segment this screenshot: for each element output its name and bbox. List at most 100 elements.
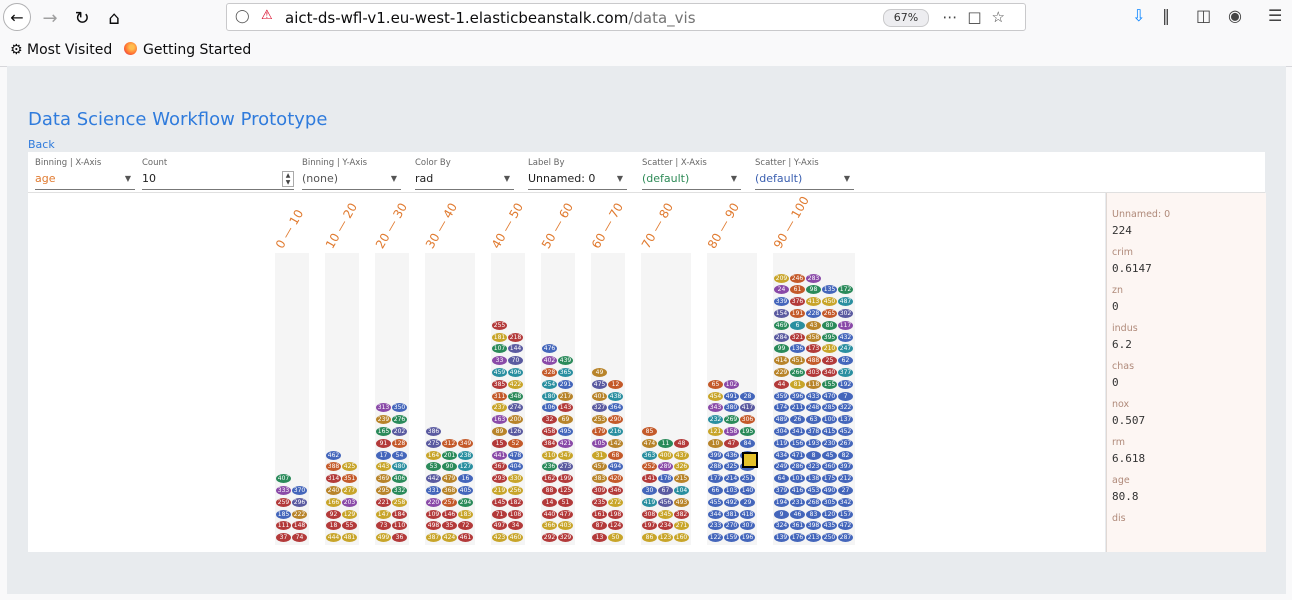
menu-icon[interactable]: ☰	[1268, 6, 1283, 25]
data-point[interactable]: 37	[276, 533, 291, 543]
data-point[interactable]: 24	[774, 285, 789, 295]
data-point[interactable]: 106	[542, 403, 557, 413]
data-point[interactable]: 401	[592, 391, 607, 401]
data-point[interactable]: 10	[708, 438, 723, 448]
data-point[interactable]: 274	[508, 403, 523, 413]
reload-icon[interactable]: ↻	[74, 7, 90, 29]
data-point[interactable]: 497	[492, 521, 507, 531]
data-point[interactable]: 459	[492, 368, 507, 377]
data-point[interactable]: 183	[458, 509, 473, 519]
data-point[interactable]: 400	[658, 450, 673, 460]
data-point[interactable]: 89	[492, 427, 507, 436]
data-point[interactable]: 193	[806, 438, 821, 448]
data-point[interactable]: 470	[822, 391, 837, 401]
data-point[interactable]: 47	[724, 438, 739, 448]
binning-y-select[interactable]: Binning | Y-Axis (none) ▼	[302, 158, 401, 190]
data-point[interactable]: 406	[392, 474, 407, 484]
data-point[interactable]: 182	[508, 497, 523, 507]
label-by-select[interactable]: Label By Unnamed: 0 ▼	[528, 158, 627, 190]
data-point[interactable]: 86	[642, 533, 657, 543]
data-point[interactable]: 349	[458, 438, 473, 448]
data-point[interactable]: 104	[674, 486, 689, 495]
data-point[interactable]: 50	[608, 533, 623, 543]
data-point[interactable]: 351	[342, 474, 357, 484]
data-point[interactable]: 180	[542, 391, 557, 401]
data-point[interactable]: 480	[392, 462, 407, 472]
data-point[interactable]: 148	[292, 521, 307, 531]
data-point[interactable]: 424	[442, 533, 457, 543]
data-point[interactable]: 135	[822, 285, 837, 295]
data-point[interactable]: 18	[326, 521, 341, 531]
data-point[interactable]: 439	[558, 356, 573, 366]
data-point[interactable]: 443	[376, 462, 391, 472]
data-point[interactable]: 331	[426, 486, 441, 495]
data-point[interactable]: 35	[442, 521, 457, 531]
data-point[interactable]: 314	[326, 474, 341, 484]
data-point[interactable]: 343	[708, 403, 723, 413]
data-point[interactable]: 253	[592, 415, 607, 425]
data-point[interactable]: 201	[442, 450, 457, 460]
data-point[interactable]: 159	[724, 533, 739, 543]
data-point[interactable]: 123	[658, 533, 673, 543]
data-point[interactable]: 403	[558, 521, 573, 531]
data-point[interactable]: 48	[674, 438, 689, 448]
data-point[interactable]: 417	[740, 403, 755, 413]
data-point[interactable]: 313	[376, 403, 391, 413]
scatter-x-select[interactable]: Scatter | X-Axis (default) ▼	[642, 158, 741, 190]
data-point[interactable]: 46	[790, 509, 805, 519]
data-point[interactable]: 359	[774, 391, 789, 401]
data-point[interactable]: 324	[774, 521, 789, 531]
data-point[interactable]: 306	[740, 415, 755, 425]
data-point[interactable]: 458	[542, 427, 557, 436]
url-bar[interactable]: ◯ ⚠ aict-ds-wfl-v1.eu-west-1.elasticbean…	[226, 3, 1026, 31]
data-point[interactable]: 332	[392, 486, 407, 495]
data-point[interactable]: 200	[508, 415, 523, 425]
data-point[interactable]: 129	[342, 509, 357, 519]
data-point[interactable]: 147	[376, 509, 391, 519]
data-point[interactable]: 90	[442, 462, 457, 472]
data-point[interactable]: 84	[740, 438, 755, 448]
data-point[interactable]: 395	[822, 332, 837, 342]
home-icon[interactable]: ⌂	[108, 7, 120, 29]
data-point[interactable]: 143	[558, 403, 573, 413]
data-point[interactable]: 291	[558, 379, 573, 389]
data-point[interactable]: 433	[806, 391, 821, 401]
data-point[interactable]: 212	[838, 474, 853, 484]
data-point[interactable]: 14	[542, 497, 557, 507]
data-point[interactable]: 440	[542, 509, 557, 519]
data-point[interactable]: 381	[724, 509, 739, 519]
data-point[interactable]: 240	[326, 486, 341, 495]
data-point[interactable]: 405	[458, 486, 473, 495]
data-point[interactable]: 74	[292, 533, 307, 543]
data-point[interactable]: 65	[708, 379, 723, 389]
data-point[interactable]: 13	[592, 533, 607, 543]
data-point[interactable]: 442	[426, 474, 441, 484]
data-point[interactable]: 210	[822, 344, 837, 354]
data-point[interactable]: 164	[426, 450, 441, 460]
data-point[interactable]: 220	[426, 497, 441, 507]
data-point[interactable]: 72	[458, 521, 473, 531]
data-point[interactable]: 383	[592, 474, 607, 484]
data-point[interactable]: 141	[642, 474, 657, 484]
data-point[interactable]: 414	[774, 356, 789, 366]
data-point[interactable]: 145	[492, 497, 507, 507]
data-point[interactable]: 233	[708, 521, 723, 531]
data-point[interactable]: 250	[822, 533, 837, 543]
data-point[interactable]: 402	[542, 356, 557, 366]
data-point[interactable]: 249	[774, 462, 789, 472]
data-point[interactable]: 51	[558, 497, 573, 507]
data-point[interactable]: 160	[674, 533, 689, 543]
data-point[interactable]: 432	[838, 332, 853, 342]
data-point[interactable]: 287	[838, 533, 853, 543]
data-point[interactable]: 69	[558, 415, 573, 425]
data-point[interactable]: 377	[838, 368, 853, 377]
data-point[interactable]: 102	[724, 379, 739, 389]
data-point[interactable]: 268	[806, 497, 821, 507]
data-point[interactable]: 252	[642, 462, 657, 472]
url-text[interactable]: aict-ds-wfl-v1.eu-west-1.elasticbeanstal…	[285, 9, 696, 27]
data-point[interactable]: 146	[442, 509, 457, 519]
data-point[interactable]: 295	[376, 486, 391, 495]
data-point[interactable]: 434	[774, 450, 789, 460]
data-point[interactable]: 364	[608, 403, 623, 413]
data-point[interactable]: 296	[292, 497, 307, 507]
